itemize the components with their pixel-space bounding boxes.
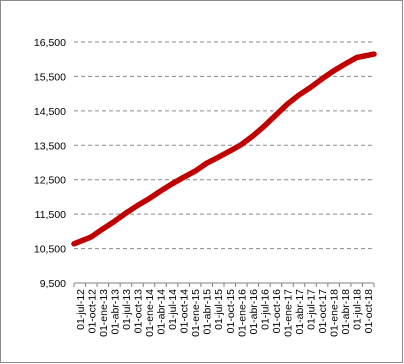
x-tick-label: 01-ene-16 (236, 289, 248, 337)
x-tick-label: 01-oct-14 (179, 289, 191, 334)
x-tick-label: 01-oct-18 (363, 289, 375, 334)
x-tick-label: 01-ene-14 (144, 289, 156, 337)
series-line (71, 51, 377, 247)
x-tick-label: 01-oct-13 (132, 289, 144, 334)
y-tick-label: 14,500 (34, 106, 66, 118)
x-tick-label: 01-abr-14 (156, 289, 168, 335)
x-tick-label: 01-abr-13 (109, 289, 121, 335)
y-tick-label: 12,500 (34, 175, 66, 187)
x-tick-label: 01-oct-12 (86, 289, 98, 334)
x-tick-label: 01-abr-18 (340, 289, 352, 335)
y-tick-label: 10,500 (34, 244, 66, 256)
x-tick-label: 01-jul-17 (306, 289, 318, 330)
y-tick-label: 9,500 (40, 278, 66, 290)
series-group (71, 51, 377, 247)
x-tick-label: 01-ene-15 (190, 289, 202, 337)
x-tick-label: 01-oct-16 (271, 289, 283, 334)
x-tick-label: 01-jul-18 (352, 289, 364, 330)
x-tick-label: 01-abr-16 (248, 289, 260, 335)
x-tick-label: 01-abr-17 (294, 289, 306, 335)
x-tick-label: 01-jul-12 (75, 289, 87, 330)
y-tick-label: 11,500 (35, 209, 66, 221)
x-tick-label: 01-oct-15 (225, 289, 237, 334)
x-tick-label: 01-ene-13 (98, 289, 110, 337)
x-tick-label: 01-jul-15 (213, 289, 225, 330)
x-tick-label: 01-jul-14 (167, 289, 179, 330)
y-tick-label: 16,500 (34, 37, 66, 49)
x-tick-label: 01-ene-17 (282, 289, 294, 337)
y-tick-label: 13,500 (34, 140, 66, 152)
x-tick-label: 01-jul-16 (259, 289, 271, 330)
x-tick-label: 01-jul-13 (121, 289, 133, 330)
x-axis-labels: 01-jul-12 01-oct-12 01-ene-13 01-abr-13 01-j… (75, 289, 375, 337)
x-tick-label: 01-oct-17 (317, 289, 329, 334)
x-tick-label: 01-ene-18 (329, 289, 341, 337)
x-tick-label: 01-abr-15 (202, 289, 214, 335)
y-tick-label: 15,500 (34, 71, 66, 83)
y-axis-labels: 9,500 10,500 11,500 12,500 13,500 14,500 15,50… (34, 37, 66, 290)
x-axis-ticks (73, 283, 375, 287)
